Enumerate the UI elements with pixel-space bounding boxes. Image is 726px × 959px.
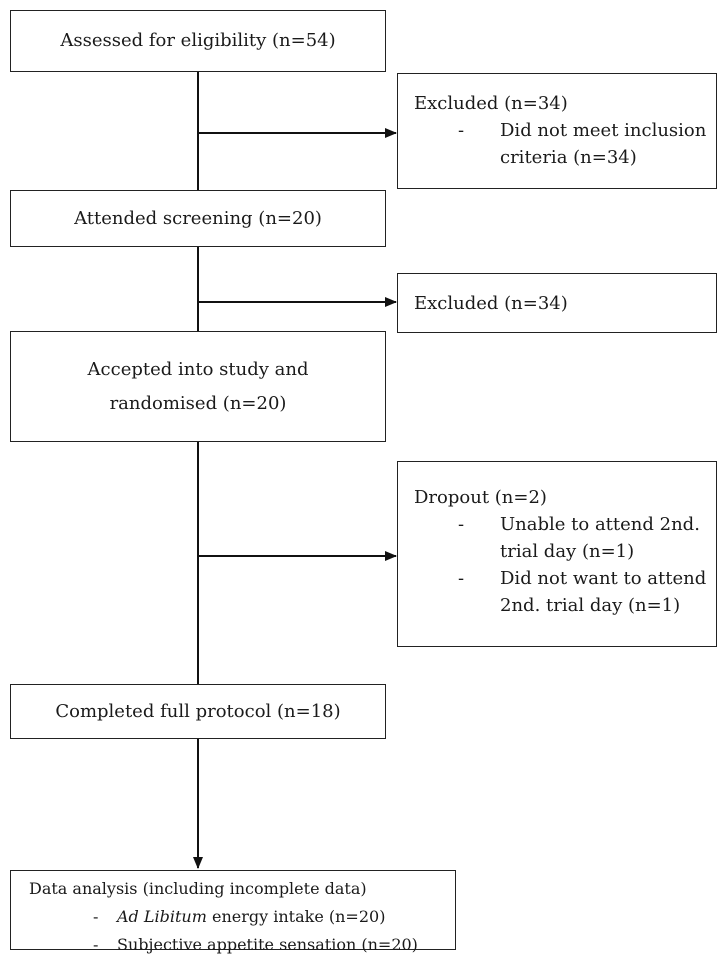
accepted-label-line1: Accepted into study and [87, 358, 309, 380]
excluded-box-1: Excluded (n=34) - Did not meet inclusion… [397, 73, 717, 189]
dropout-item-1-line2: trial day (n=1) [500, 541, 635, 562]
screening-box: Attended screening (n=20) [10, 190, 386, 247]
bullet-dash: - [458, 120, 465, 141]
screening-label: Attended screening (n=20) [74, 207, 322, 229]
assessed-box: Assessed for eligibility (n=54) [10, 10, 386, 72]
analysis-item-2-text: Subjective appetite sensation (n=20) [117, 935, 418, 954]
analysis-item: - Subjective appetite sensation (n=20) [29, 931, 455, 959]
bullet-dash: - [93, 907, 99, 926]
excluded-2-title: Excluded (n=34) [414, 293, 568, 314]
excluded-1-list: - Did not meet inclusion criteria (n=34) [414, 117, 710, 171]
excluded-1-title: Excluded (n=34) [414, 93, 568, 114]
dropout-item: - Unable to attend 2nd. trial day (n=1) [414, 511, 710, 565]
excluded-1-item-line1: Did not meet inclusion [500, 120, 707, 141]
analysis-item: - Ad Libitum energy intake (n=20) [29, 903, 455, 931]
dropout-list: - Unable to attend 2nd. trial day (n=1) … [414, 511, 710, 619]
completed-label: Completed full protocol (n=18) [55, 700, 341, 722]
accepted-label-line2: randomised (n=20) [109, 392, 287, 414]
analysis-item-1-text: energy intake (n=20) [206, 907, 386, 926]
dropout-item: - Did not want to attend 2nd. trial day … [414, 565, 710, 619]
dropout-box: Dropout (n=2) - Unable to attend 2nd. tr… [397, 461, 717, 647]
dropout-item-2-line2: 2nd. trial day (n=1) [500, 595, 681, 616]
bullet-dash: - [93, 935, 99, 954]
bullet-dash: - [458, 568, 465, 589]
analysis-box: Data analysis (including incomplete data… [10, 870, 456, 954]
accepted-box: Accepted into study and randomised (n=20… [10, 331, 386, 442]
completed-box: Completed full protocol (n=18) [10, 684, 386, 739]
analysis-item-1-emphasis: Ad Libitum [117, 907, 207, 926]
excluded-1-item-line2: criteria (n=34) [500, 147, 637, 168]
excluded-box-2: Excluded (n=34) [397, 273, 717, 333]
analysis-list: - Ad Libitum energy intake (n=20) - Subj… [29, 903, 455, 959]
excluded-1-item: - Did not meet inclusion criteria (n=34) [414, 117, 710, 171]
bullet-dash: - [458, 514, 465, 535]
dropout-item-1-line1: Unable to attend 2nd. [500, 514, 700, 535]
analysis-title: Data analysis (including incomplete data… [29, 879, 367, 898]
dropout-item-2-line1: Did not want to attend [500, 568, 707, 589]
assessed-label: Assessed for eligibility (n=54) [60, 30, 336, 51]
dropout-title: Dropout (n=2) [414, 487, 547, 508]
